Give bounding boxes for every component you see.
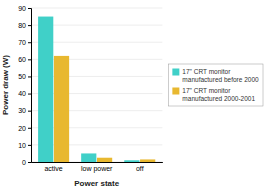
- y-tick-label: 70: [18, 39, 26, 46]
- legend: 17" CRT monitormanufactured before 20001…: [168, 64, 263, 106]
- y-tick-mark: [28, 25, 31, 26]
- bar: [140, 159, 155, 162]
- y-tick-mark: [28, 94, 31, 95]
- x-axis-title: Power state: [74, 179, 119, 188]
- bar-series: [54, 56, 155, 162]
- bars: [38, 17, 155, 162]
- x-tick-label: low power: [81, 165, 113, 173]
- legend-label: 17" CRT monitormanufactured before 2000: [182, 68, 259, 83]
- legend-label-line: manufactured 2000-2001: [182, 95, 255, 102]
- bar: [54, 56, 69, 162]
- y-tick-mark: [28, 42, 31, 43]
- x-tick: active: [44, 165, 62, 172]
- grid: [31, 8, 162, 162]
- legend-swatch: [172, 69, 179, 76]
- y-tick-label: 90: [18, 5, 26, 12]
- y-tick-label: 30: [18, 107, 26, 114]
- y-tick: 40: [18, 90, 31, 97]
- y-tick-label: 50: [18, 73, 26, 80]
- legend-item: 17" CRT monitormanufactured 2000-2001: [172, 87, 255, 102]
- legend-label: 17" CRT monitormanufactured 2000-2001: [182, 87, 255, 102]
- y-tick-mark: [28, 128, 31, 129]
- legend-swatch: [172, 88, 179, 95]
- y-tick-label: 10: [18, 142, 26, 149]
- y-tick-mark: [28, 162, 31, 163]
- x-tick-label: off: [136, 165, 144, 172]
- x-axis: active low power off: [32, 163, 163, 173]
- x-tick: off: [136, 165, 144, 172]
- bar: [124, 160, 139, 162]
- x-axis-line: [32, 162, 163, 163]
- y-tick-label: 60: [18, 56, 26, 63]
- y-tick: 10: [18, 142, 31, 149]
- chart: 0 10 20 30 40 50 60 70 80 90 active low power off Pow…: [0, 0, 267, 189]
- grid-line: [31, 8, 162, 9]
- y-tick: 70: [18, 39, 31, 46]
- y-tick-label: 0: [22, 159, 26, 166]
- bar: [97, 158, 112, 162]
- y-tick: 50: [18, 73, 31, 80]
- y-tick-mark: [28, 8, 31, 9]
- legend-label-line: 17" CRT monitor: [182, 87, 231, 94]
- bar-series: [38, 17, 139, 162]
- y-axis: 0 10 20 30 40 50 60 70 80 90: [18, 5, 31, 166]
- bar: [81, 153, 96, 162]
- y-tick: 60: [18, 56, 31, 63]
- legend-frame: [168, 64, 263, 106]
- y-tick-label: 20: [18, 125, 26, 132]
- legend-label-line: manufactured before 2000: [182, 76, 259, 83]
- y-tick-label: 80: [18, 22, 26, 29]
- y-tick-mark: [28, 111, 31, 112]
- y-tick-label: 40: [18, 90, 26, 97]
- y-tick: 80: [18, 22, 31, 29]
- legend-item: 17" CRT monitormanufactured before 2000: [172, 68, 259, 83]
- y-tick: 30: [18, 107, 31, 114]
- legend-label-line: 17" CRT monitor: [182, 68, 231, 75]
- x-tick: low power: [81, 165, 113, 173]
- y-tick: 20: [18, 125, 31, 132]
- y-tick: 90: [18, 5, 31, 12]
- y-axis-title: Power draw (W): [1, 55, 10, 115]
- bar: [38, 17, 53, 162]
- y-tick-mark: [28, 76, 31, 77]
- x-tick-label: active: [44, 165, 62, 172]
- plot: 0 10 20 30 40 50 60 70 80 90 active low power off: [18, 5, 163, 173]
- y-tick-mark: [28, 145, 31, 146]
- y-axis-line: [28, 9, 32, 163]
- y-tick: 0: [22, 159, 31, 166]
- y-tick-mark: [28, 59, 31, 60]
